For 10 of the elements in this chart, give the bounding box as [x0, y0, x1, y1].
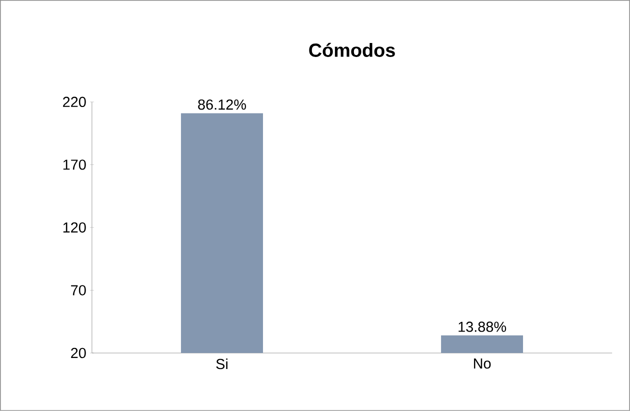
y-tick-label: 70 — [71, 285, 86, 296]
chart-title: Cómodos — [309, 42, 395, 57]
y-tick-label: 120 — [63, 222, 86, 233]
annotation: 86.12% — [198, 100, 246, 110]
annotation: 13.88% — [458, 322, 506, 332]
y-tick-label: 220 — [63, 96, 86, 108]
y-tick-label: 170 — [63, 160, 86, 170]
y-tick-label: 20 — [71, 348, 86, 358]
x-tick-label: Si — [216, 358, 228, 370]
x-tick-label: No — [474, 358, 491, 369]
